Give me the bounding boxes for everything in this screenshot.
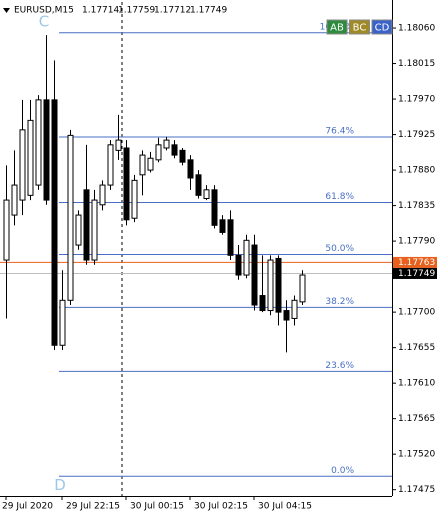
- candle-body: [227, 219, 234, 256]
- point-label: C: [39, 12, 49, 30]
- header-ohlc: 1.17714: [82, 6, 119, 16]
- x-tick-label: 30 Jul 02:15: [194, 502, 248, 512]
- fib-label: 61.8%: [325, 192, 354, 202]
- candle-body: [171, 144, 178, 156]
- candle-body: [211, 189, 218, 226]
- candle-body: [75, 214, 82, 246]
- header-ohlc: 1.17712: [154, 6, 191, 16]
- y-tick-label: 1.17925: [398, 130, 435, 140]
- candle-body: [83, 189, 90, 261]
- candle-body: [35, 99, 42, 186]
- y-tick-label: 1.17655: [398, 343, 435, 353]
- candle-body: [19, 129, 26, 201]
- y-tick-label: 1.18060: [398, 24, 435, 34]
- candle-body: [147, 157, 154, 171]
- ask-price: 1.17763: [398, 258, 435, 268]
- header-title: EURUSD,M15: [14, 6, 74, 16]
- y-tick-label: 1.17700: [398, 308, 435, 318]
- candle-body: [275, 257, 282, 313]
- candle-body: [203, 189, 210, 199]
- candle-body: [27, 119, 34, 196]
- button-label: BC: [353, 23, 367, 34]
- candle-body: [259, 295, 266, 312]
- fib-label: 76.4%: [325, 126, 354, 136]
- tool-button[interactable]: AB: [326, 19, 348, 35]
- candle-body: [43, 99, 50, 201]
- tool-button[interactable]: CD: [371, 19, 393, 35]
- candle-body: [115, 139, 122, 151]
- x-tick-label: 30 Jul 00:15: [130, 502, 184, 512]
- point-label: D: [54, 476, 66, 494]
- y-tick-label: 1.17835: [398, 201, 435, 211]
- button-bg: [326, 19, 348, 35]
- y-tick-label: 1.17880: [398, 166, 435, 176]
- y-tick-label: 1.18015: [398, 59, 435, 69]
- candle-body: [91, 199, 98, 261]
- candle-body: [291, 299, 298, 319]
- header-ohlc: 1.17759: [118, 6, 155, 16]
- fib-label: 38.2%: [325, 297, 354, 307]
- y-tick-label: 1.17790: [398, 237, 435, 247]
- y-tick-label: 1.17610: [398, 379, 435, 389]
- bid-box: [393, 267, 437, 279]
- candle-body: [187, 159, 194, 179]
- candle-body: [195, 174, 202, 196]
- candle-body: [139, 154, 146, 176]
- button-bg: [349, 19, 370, 35]
- fib-label: 23.6%: [325, 361, 354, 371]
- candle-body: [179, 149, 186, 163]
- candle-body: [299, 274, 306, 303]
- candle-body: [267, 259, 274, 312]
- candle-body: [163, 139, 170, 149]
- y-tick-label: 1.17520: [398, 450, 435, 460]
- button-label: AB: [330, 23, 344, 34]
- candle-body: [131, 179, 138, 219]
- candle-body: [107, 144, 114, 186]
- candle-body: [243, 239, 250, 276]
- header-icon: [3, 8, 10, 13]
- candle-body: [59, 299, 66, 346]
- x-tick-label: 30 Jul 04:15: [258, 502, 312, 512]
- candle-body: [11, 184, 18, 216]
- candle-body: [155, 144, 162, 161]
- candle-body: [3, 199, 10, 261]
- y-tick-label: 1.17970: [398, 95, 435, 105]
- fib-label: 0.0%: [331, 466, 354, 476]
- candle-body: [123, 147, 130, 221]
- y-tick-label: 1.17475: [398, 485, 435, 495]
- candle-body: [219, 219, 226, 233]
- ask-box: [393, 256, 437, 268]
- x-tick-label: 29 Jul 2020: [2, 502, 53, 512]
- candle-body: [235, 254, 242, 276]
- fib-label: 50.0%: [325, 244, 354, 254]
- button-bg: [371, 19, 393, 35]
- candle-body: [67, 134, 74, 301]
- candle-body: [251, 244, 258, 306]
- y-tick-label: 1.17565: [398, 414, 435, 424]
- candle-body: [283, 310, 290, 321]
- header-ohlc: 1.17749: [190, 6, 227, 16]
- candle-body: [51, 99, 58, 346]
- candle-body: [99, 184, 106, 206]
- bid-price: 1.17749: [398, 269, 435, 279]
- button-label: CD: [375, 23, 390, 34]
- tool-button[interactable]: BC: [349, 19, 370, 35]
- x-tick-label: 29 Jul 22:15: [66, 502, 120, 512]
